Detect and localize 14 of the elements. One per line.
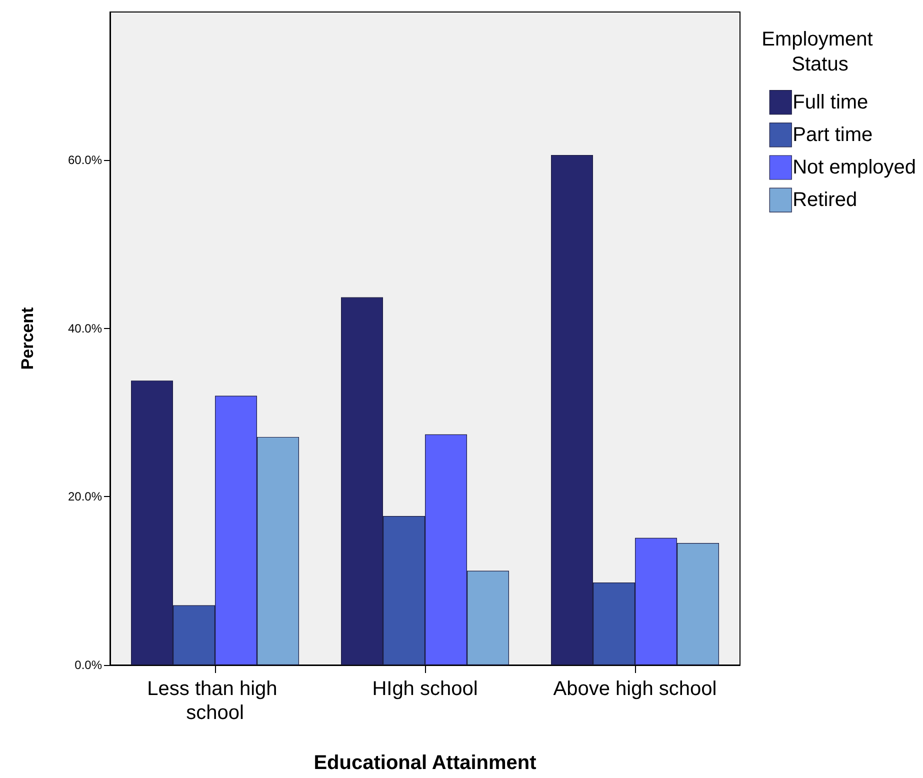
x-axis-title: Educational Attainment	[314, 752, 537, 774]
x-tick-label: HIgh school	[372, 678, 478, 700]
y-tick-label: 0.0%	[74, 658, 102, 672]
legend-label: Retired	[792, 189, 858, 212]
legend-label: Full time	[792, 91, 868, 114]
y-tick-label: 60.0%	[68, 153, 102, 168]
y-axis-title: Percent	[18, 306, 37, 370]
legend-label: Part time	[792, 124, 873, 146]
y-tick-label: 40.0%	[68, 321, 102, 336]
legend-label: Not employed	[792, 156, 916, 178]
y-tick-label: 20.0%	[68, 490, 102, 504]
x-tick-label: Above high school	[553, 678, 717, 700]
x-tick-label: Less than high school	[147, 678, 283, 724]
legend-title: Employment Status	[762, 28, 878, 76]
